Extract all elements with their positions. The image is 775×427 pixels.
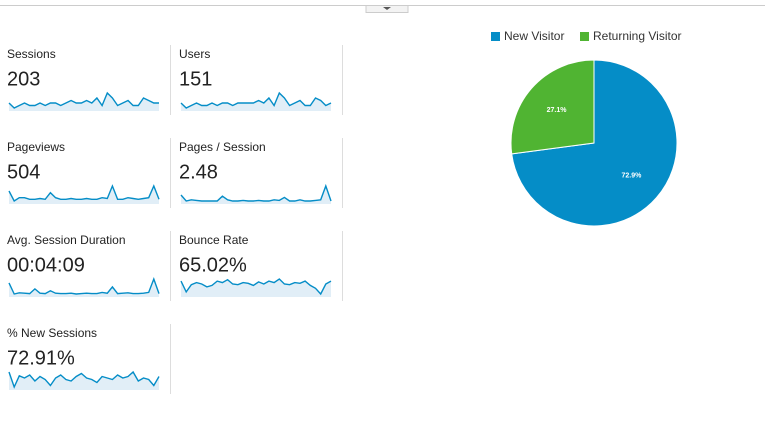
legend-swatch — [580, 32, 589, 41]
legend-label: New Visitor — [504, 29, 564, 43]
metric-value: 504 — [7, 161, 40, 183]
metric-value: 2.48 — [179, 161, 218, 183]
sparkline-area — [9, 279, 159, 297]
metric-label: Sessions — [7, 47, 56, 61]
metric-label: Users — [179, 47, 210, 61]
sparkline — [8, 370, 160, 389]
sparkline — [8, 91, 159, 109]
sparkline — [8, 276, 160, 295]
metric-label: Pageviews — [7, 140, 65, 154]
sparkline — [8, 184, 160, 203]
pie-slice — [510, 59, 595, 155]
sparkline — [180, 278, 332, 296]
metric-value: 00:04:09 — [7, 254, 85, 276]
metric-label: Avg. Session Duration — [7, 233, 126, 247]
sparkline-area — [9, 186, 159, 204]
legend-swatch — [491, 32, 500, 41]
metric-value: 203 — [7, 68, 40, 90]
pie-label: 72.9% — [622, 173, 643, 180]
metric-value: 151 — [179, 68, 212, 90]
metric-value: 72.91% — [7, 347, 75, 369]
sparkline-area — [9, 372, 159, 390]
sparkline — [180, 183, 332, 202]
sparkline-area — [181, 279, 331, 297]
metric-label: Pages / Session — [179, 140, 266, 154]
metric-value: 65.02% — [179, 254, 247, 276]
metric-label: % New Sessions — [7, 326, 97, 340]
collapse-arrow — [383, 7, 391, 10]
sparkline-area — [181, 186, 331, 204]
sparkline — [180, 91, 332, 109]
metric-label: Bounce Rate — [179, 233, 249, 247]
pie-label: 27.1% — [547, 107, 568, 114]
legend-label: Returning Visitor — [593, 29, 682, 43]
